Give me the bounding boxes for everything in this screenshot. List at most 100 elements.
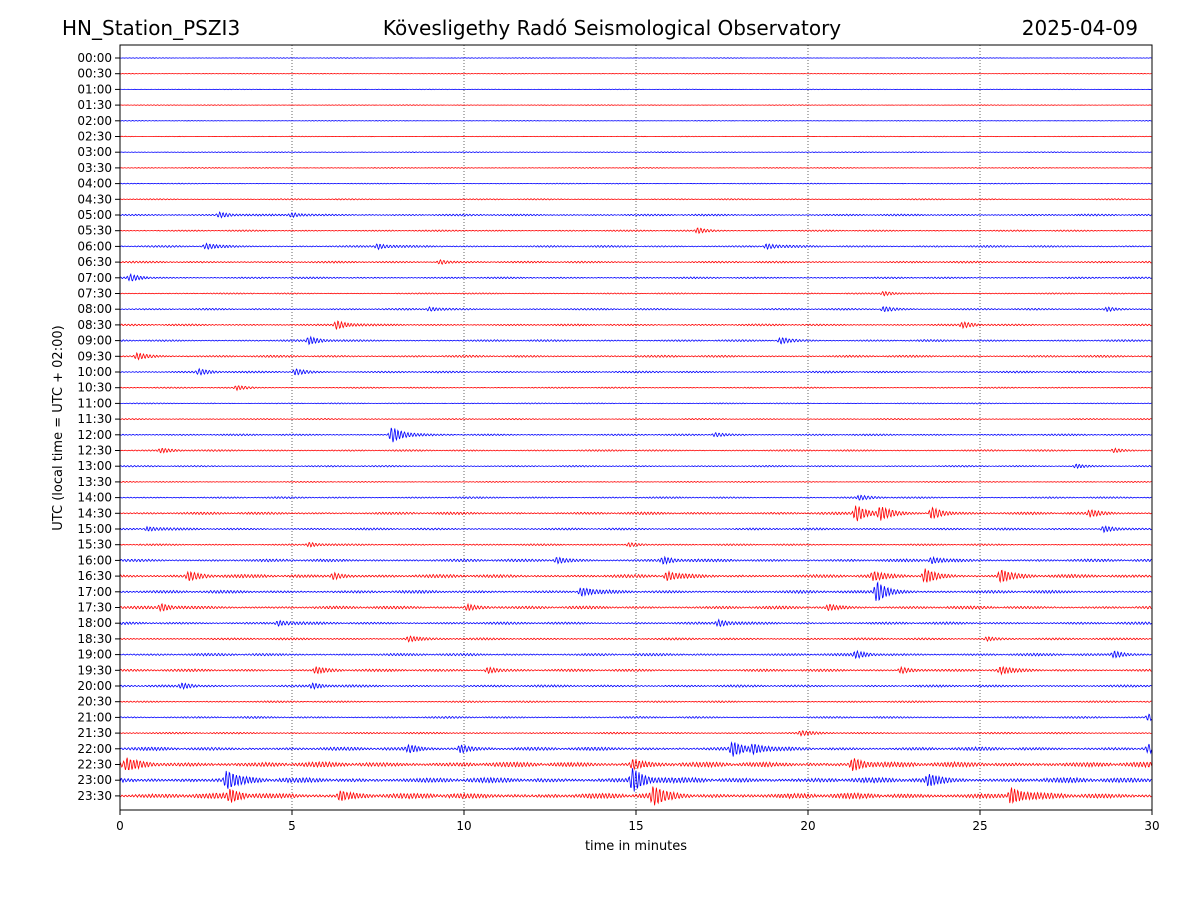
y-tick-label: 16:00 — [77, 553, 112, 567]
y-tick-label: 22:30 — [77, 758, 112, 772]
seismic-trace-row — [119, 57, 1152, 59]
y-tick-label: 03:30 — [77, 161, 112, 175]
y-tick-label: 19:30 — [77, 663, 112, 677]
y-tick-label: 16:30 — [77, 569, 112, 583]
seismic-trace-row — [119, 665, 1152, 676]
y-tick-label: 11:00 — [77, 396, 112, 410]
y-tick-label: 00:30 — [77, 67, 112, 81]
seismic-trace-row — [119, 211, 1152, 219]
seismic-trace-row — [119, 198, 1152, 201]
seismic-trace-row — [119, 713, 1152, 722]
seismic-trace-row — [119, 602, 1152, 613]
y-tick-label: 05:00 — [77, 208, 112, 222]
seismic-trace-row — [119, 786, 1152, 806]
y-tick-label: 14:30 — [77, 506, 112, 520]
seismic-trace-row — [119, 581, 1152, 601]
seismic-trace-row — [119, 618, 1152, 628]
y-tick-label: 23:00 — [77, 773, 112, 787]
seismic-trace-row — [119, 351, 1152, 361]
x-axis-label: time in minutes — [585, 839, 687, 854]
y-tick-label: 12:00 — [77, 428, 112, 442]
y-tick-label: 07:00 — [77, 271, 112, 285]
seismic-trace-row — [119, 700, 1152, 704]
seismic-trace-row — [119, 635, 1152, 643]
y-tick-label: 14:00 — [77, 491, 112, 505]
y-tick-label: 07:30 — [77, 287, 112, 301]
seismic-trace-row — [119, 427, 1152, 443]
seismic-trace-row — [119, 402, 1152, 405]
seismic-trace-row — [119, 182, 1152, 185]
x-tick-label: 25 — [972, 819, 987, 833]
seismic-trace-row — [119, 367, 1152, 376]
y-tick-label: 08:30 — [77, 318, 112, 332]
seismic-trace-row — [119, 273, 1152, 282]
y-tick-label: 09:30 — [77, 349, 112, 363]
seismic-trace-row — [119, 242, 1152, 251]
y-tick-label: 18:00 — [77, 616, 112, 630]
y-tick-label: 03:00 — [77, 145, 112, 159]
y-tick-label: 11:30 — [77, 412, 112, 426]
y-tick-label: 10:30 — [77, 381, 112, 395]
y-tick-label: 01:30 — [77, 98, 112, 112]
y-tick-label: 23:30 — [77, 789, 112, 803]
seismic-trace-row — [119, 385, 1152, 392]
x-tick-label: 0 — [116, 819, 124, 833]
y-tick-label: 19:00 — [77, 648, 112, 662]
seismic-trace-row — [119, 320, 1152, 331]
x-tick-label: 15 — [628, 819, 643, 833]
y-tick-label: 09:00 — [77, 334, 112, 348]
y-tick-label: 04:00 — [77, 177, 112, 191]
seismic-trace-row — [119, 480, 1152, 483]
seismic-trace-row — [119, 291, 1152, 297]
seismic-trace-row — [119, 258, 1152, 265]
seismic-trace-row — [119, 447, 1152, 454]
seismic-trace-row — [119, 417, 1152, 421]
seismic-trace-row — [120, 525, 1152, 534]
seismic-traces — [119, 57, 1152, 806]
x-tick-label: 10 — [456, 819, 471, 833]
y-tick-label: 18:30 — [77, 632, 112, 646]
seismic-trace-row — [119, 335, 1152, 346]
y-tick-label: 01:00 — [77, 82, 112, 96]
y-tick-label: 06:30 — [77, 255, 112, 269]
x-tick-label: 5 — [288, 819, 296, 833]
seismic-trace-row — [119, 494, 1152, 501]
y-tick-label: 13:00 — [77, 459, 112, 473]
seismic-trace-row — [119, 541, 1152, 548]
y-tick-label: 20:30 — [77, 695, 112, 709]
y-tick-label: 15:00 — [77, 522, 112, 536]
station-title: HN_Station_PSZI3 — [62, 16, 240, 40]
y-tick-label: 21:00 — [77, 710, 112, 724]
y-tick-label: 21:30 — [77, 726, 112, 740]
y-tick-label: 08:00 — [77, 302, 112, 316]
y-tick-label: 04:30 — [77, 192, 112, 206]
x-axis-ticks: 0 5 10 15 20 25 30 — [116, 810, 1160, 833]
seismic-trace-row — [119, 555, 1152, 566]
y-tick-label: 13:30 — [77, 475, 112, 489]
chart-title: Kövesligethy Radó Seismological Observat… — [383, 16, 841, 40]
seismic-trace-row — [119, 305, 1152, 312]
seismic-trace-row — [119, 104, 1152, 106]
y-tick-label: 12:30 — [77, 444, 112, 458]
seismic-trace-row — [119, 505, 1152, 522]
seismic-trace-row — [119, 151, 1152, 154]
seismic-trace-row — [119, 88, 1152, 91]
seismic-trace-row — [119, 757, 1152, 771]
seismic-trace-row — [119, 135, 1152, 138]
y-tick-label: 00:00 — [77, 51, 112, 65]
y-tick-label: 17:00 — [77, 585, 112, 599]
y-tick-label: 05:30 — [77, 224, 112, 238]
y-tick-label: 20:00 — [77, 679, 112, 693]
y-tick-label: 02:30 — [77, 130, 112, 144]
seismic-trace-row — [119, 568, 1152, 584]
y-tick-label: 06:00 — [77, 239, 112, 253]
seismic-trace-row — [119, 72, 1152, 75]
seismic-trace-row — [119, 741, 1152, 757]
chart-date: 2025-04-09 — [1022, 16, 1138, 40]
seismic-trace-row — [119, 682, 1152, 690]
seismic-trace-row — [119, 463, 1152, 470]
seismic-trace-row — [119, 120, 1152, 122]
seismic-trace-row — [119, 227, 1152, 235]
